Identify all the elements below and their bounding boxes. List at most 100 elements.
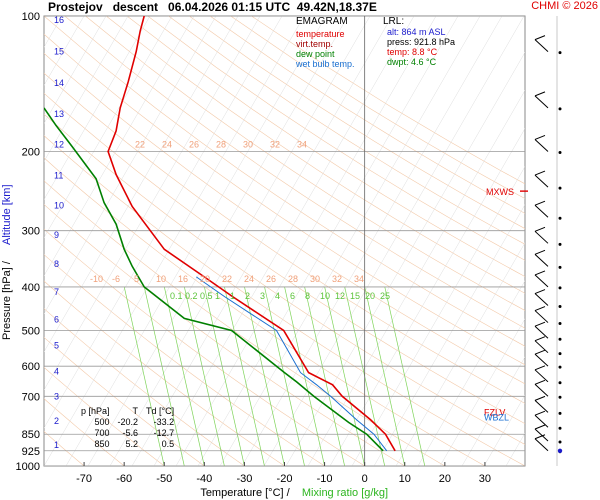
fzlv-marker: FZLV — [484, 407, 505, 417]
pressure-tick-label: 400 — [22, 282, 40, 294]
lrl-box: LRL: alt: 864 m ASL press: 921.8 hPa tem… — [383, 16, 501, 68]
gray-diagonal — [285, 51, 525, 466]
x-axis-label: Temperature [°C] / — [200, 487, 290, 499]
dry-adiabat — [44, 157, 486, 466]
levels-table: p [hPa] T Td [°C] 500 -20.2 -33.2 700 -5… — [77, 406, 178, 450]
pressure-tick-label: 200 — [22, 146, 40, 158]
theta-label: 24 — [244, 274, 254, 284]
gray-diagonal — [44, 16, 305, 466]
table-row: 850 5.2 0.5 — [77, 439, 178, 450]
legend-title: EMAGRAM — [296, 16, 348, 27]
altitude-tick-label: 14 — [54, 78, 64, 88]
x-tick-label: 30 — [479, 473, 491, 485]
table-cell: -33.2 — [153, 417, 175, 427]
dry-adiabat — [44, 33, 525, 366]
dry-adiabat — [209, 16, 525, 214]
mixing-ratio-label: 6 — [290, 291, 295, 301]
table-row: 700 -5.6 -12.7 — [77, 428, 178, 439]
gray-diagonal — [461, 356, 525, 466]
legend-item-wet-bulb: wet bulb temp. — [296, 59, 355, 69]
legend-item-dew-point: dew point — [296, 49, 335, 59]
wind-barb — [534, 365, 562, 385]
wind-barb — [534, 35, 562, 55]
x-tick-label: -30 — [236, 473, 252, 485]
mixing-ratio-label: 15 — [350, 291, 360, 301]
dry-adiabat — [168, 16, 525, 245]
mixing-ratio-label: 12 — [335, 291, 345, 301]
theta-label: 26 — [266, 274, 276, 284]
gray-diagonal — [572, 16, 600, 466]
pressure-tick-label: 925 — [22, 446, 40, 458]
gray-diagonal — [109, 16, 371, 466]
dry-adiabat — [44, 72, 525, 404]
theta-label: 20 — [200, 274, 210, 284]
wind-barb — [534, 434, 562, 454]
gray-diagonal — [44, 16, 107, 124]
theta-label: 28 — [288, 274, 298, 284]
gray-diagonal — [594, 16, 600, 466]
dry-adiabat — [44, 16, 525, 347]
theta-label: 32 — [332, 274, 342, 284]
theta-label: 22 — [222, 274, 232, 284]
pressure-tick-label: 500 — [22, 326, 40, 338]
series-line-temperature — [107, 16, 396, 452]
gray-diagonal — [263, 16, 525, 466]
mixing-ratio-label: 3 — [260, 291, 265, 301]
gray-diagonal — [395, 242, 525, 466]
lrl-title: LRL: — [383, 16, 405, 27]
mixing-ratio-label: 1 — [230, 291, 235, 301]
theta-label-top: 32 — [270, 139, 280, 149]
mixing-ratio-label: 0.2 — [185, 291, 198, 301]
gray-diagonal — [44, 16, 129, 162]
lrl-temp: temp: 8.8 °C — [387, 47, 438, 57]
table-cell: 500 — [94, 417, 110, 427]
wind-barb — [534, 249, 562, 269]
altitude-tick-label: 11 — [54, 170, 63, 180]
table-cell: -20.2 — [117, 417, 139, 427]
legend-item-virt-temp: virt.temp. — [296, 39, 334, 49]
dry-adiabat — [106, 16, 525, 294]
gray-diagonal — [87, 16, 349, 466]
wind-barb — [534, 200, 562, 220]
altitude-tick-label: 12 — [54, 140, 64, 150]
mixing-ratio-label: 0.1 — [170, 291, 183, 301]
mixing-ratio-line — [123, 286, 165, 466]
altitude-tick-label: 16 — [54, 15, 64, 25]
wind-barb — [534, 424, 562, 444]
gray-diagonal — [44, 16, 283, 429]
gray-diagonal — [351, 166, 525, 466]
gray-diagonal — [307, 89, 525, 466]
altitude-axis-label: Altitude [km] — [1, 184, 13, 245]
table-header-td: Td [°C] — [146, 406, 175, 416]
table-cell: -12.7 — [153, 428, 175, 438]
legend-box: EMAGRAM temperature virt.temp. dew point… — [296, 16, 376, 70]
theta-label: 5 — [134, 274, 139, 284]
dry-adiabat — [44, 280, 285, 466]
gray-diagonal — [153, 16, 415, 466]
y-axis-label: Pressure [hPa] / — [1, 260, 13, 340]
table-row: 500 -20.2 -33.2 — [77, 417, 178, 428]
theta-label-top: 26 — [189, 139, 199, 149]
gray-diagonal — [131, 16, 393, 466]
mixing-ratio-line — [224, 286, 265, 466]
gray-diagonal — [44, 16, 173, 239]
x-tick-label: 10 — [399, 473, 411, 485]
altitude-tick-label: 9 — [54, 230, 59, 240]
wind-barb — [534, 134, 562, 154]
mixing-ratio-line — [384, 286, 426, 466]
pressure-tick-label: 1000 — [16, 461, 40, 473]
gray-diagonal — [483, 394, 525, 466]
pressure-tick-label: 700 — [22, 391, 40, 403]
pressure-tick-label: 300 — [22, 226, 40, 238]
gray-diagonal — [197, 16, 459, 466]
mixing-ratio-label: 4 — [275, 291, 280, 301]
pressure-tick-label: 100 — [22, 11, 40, 23]
mixing-ratio-label: 10 — [320, 291, 330, 301]
dry-adiabat — [251, 16, 525, 185]
dry-adiabat — [44, 52, 525, 385]
x-tick-label: -70 — [76, 473, 92, 485]
dry-adiabat — [44, 113, 525, 445]
theta-label: -10 — [90, 274, 103, 284]
mixing-ratio-label: 1 — [215, 291, 220, 301]
